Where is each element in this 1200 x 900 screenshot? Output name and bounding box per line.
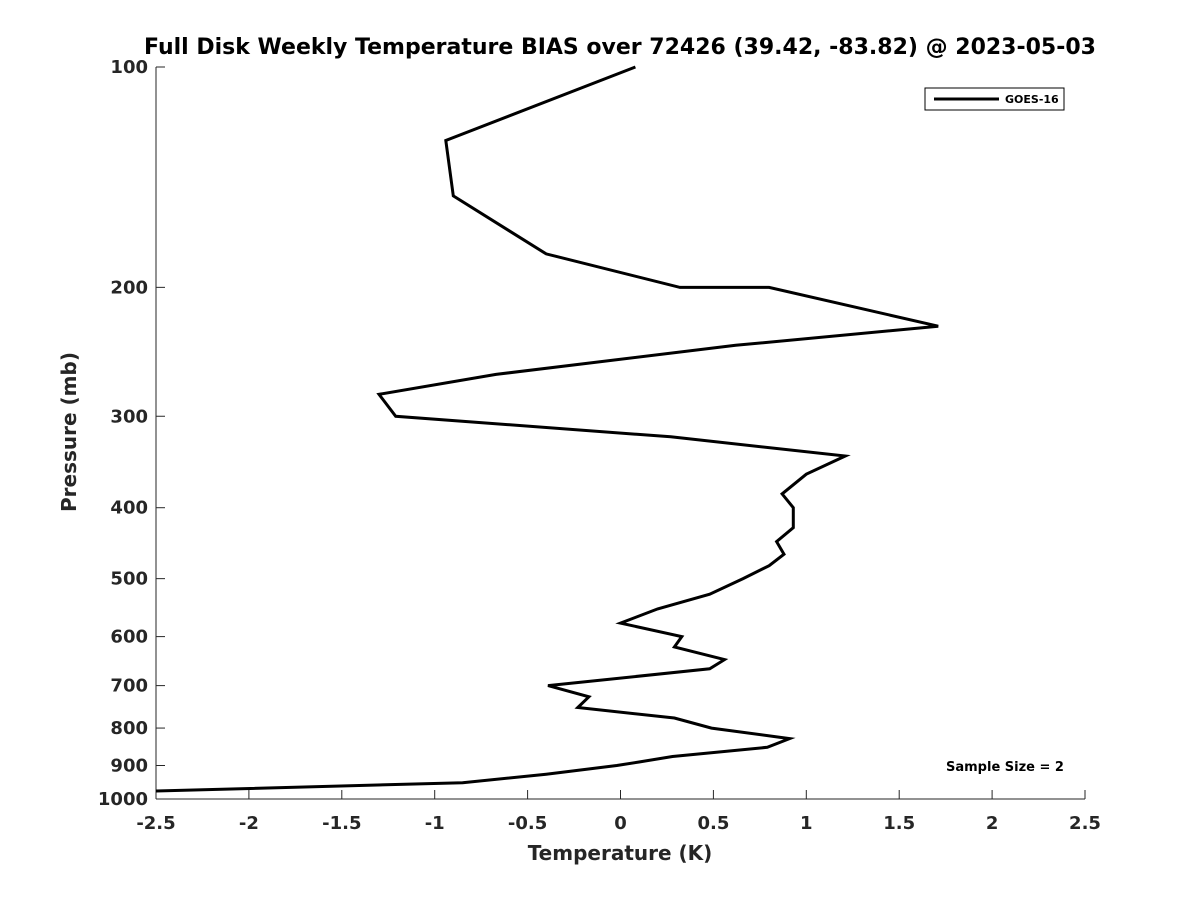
y-tick-label: 700 xyxy=(110,676,148,697)
x-tick-label: -1.5 xyxy=(322,813,361,834)
y-tick-label: 100 xyxy=(110,57,148,78)
y-tick-label: 400 xyxy=(110,498,148,519)
x-tick-label: -2 xyxy=(239,813,259,834)
series-group xyxy=(155,65,939,793)
y-axis-label: Pressure (mb) xyxy=(57,352,81,512)
chart-title: Full Disk Weekly Temperature BIAS over 7… xyxy=(144,35,1096,60)
x-tick-label: 2.5 xyxy=(1069,813,1101,834)
x-tick-label: 1.5 xyxy=(883,813,915,834)
x-tick-label: -0.5 xyxy=(508,813,547,834)
legend: GOES-16 xyxy=(924,87,1065,111)
y-tick-label: 500 xyxy=(110,569,148,590)
x-tick-label: 0.5 xyxy=(697,813,729,834)
x-axis-label: Temperature (K) xyxy=(528,841,713,865)
x-tick-label: 2 xyxy=(986,813,999,834)
x-tick-label: 0 xyxy=(614,813,627,834)
legend-entry-goes-16: GOES-16 xyxy=(1005,93,1059,106)
x-tick-label: -2.5 xyxy=(136,813,175,834)
y-tick-label: 200 xyxy=(110,277,148,298)
y-tick-label: 300 xyxy=(110,406,148,427)
y-axis-ticks: 100 200 300 400 500 600 700 800 900 1000 xyxy=(98,57,165,810)
x-axis-ticks: -2.5 -2 -1.5 -1 -0.5 0 0.5 1 1.5 2 2.5 xyxy=(136,790,1101,834)
y-tick-label: 900 xyxy=(110,756,148,777)
x-tick-label: -1 xyxy=(425,813,445,834)
series-line-goes-16 xyxy=(155,65,939,793)
y-tick-label: 600 xyxy=(110,627,148,648)
sample-size-annotation: Sample Size = 2 xyxy=(946,760,1064,775)
y-tick-label: 800 xyxy=(110,718,148,739)
x-tick-label: 1 xyxy=(800,813,813,834)
y-tick-label: 1000 xyxy=(98,789,148,810)
